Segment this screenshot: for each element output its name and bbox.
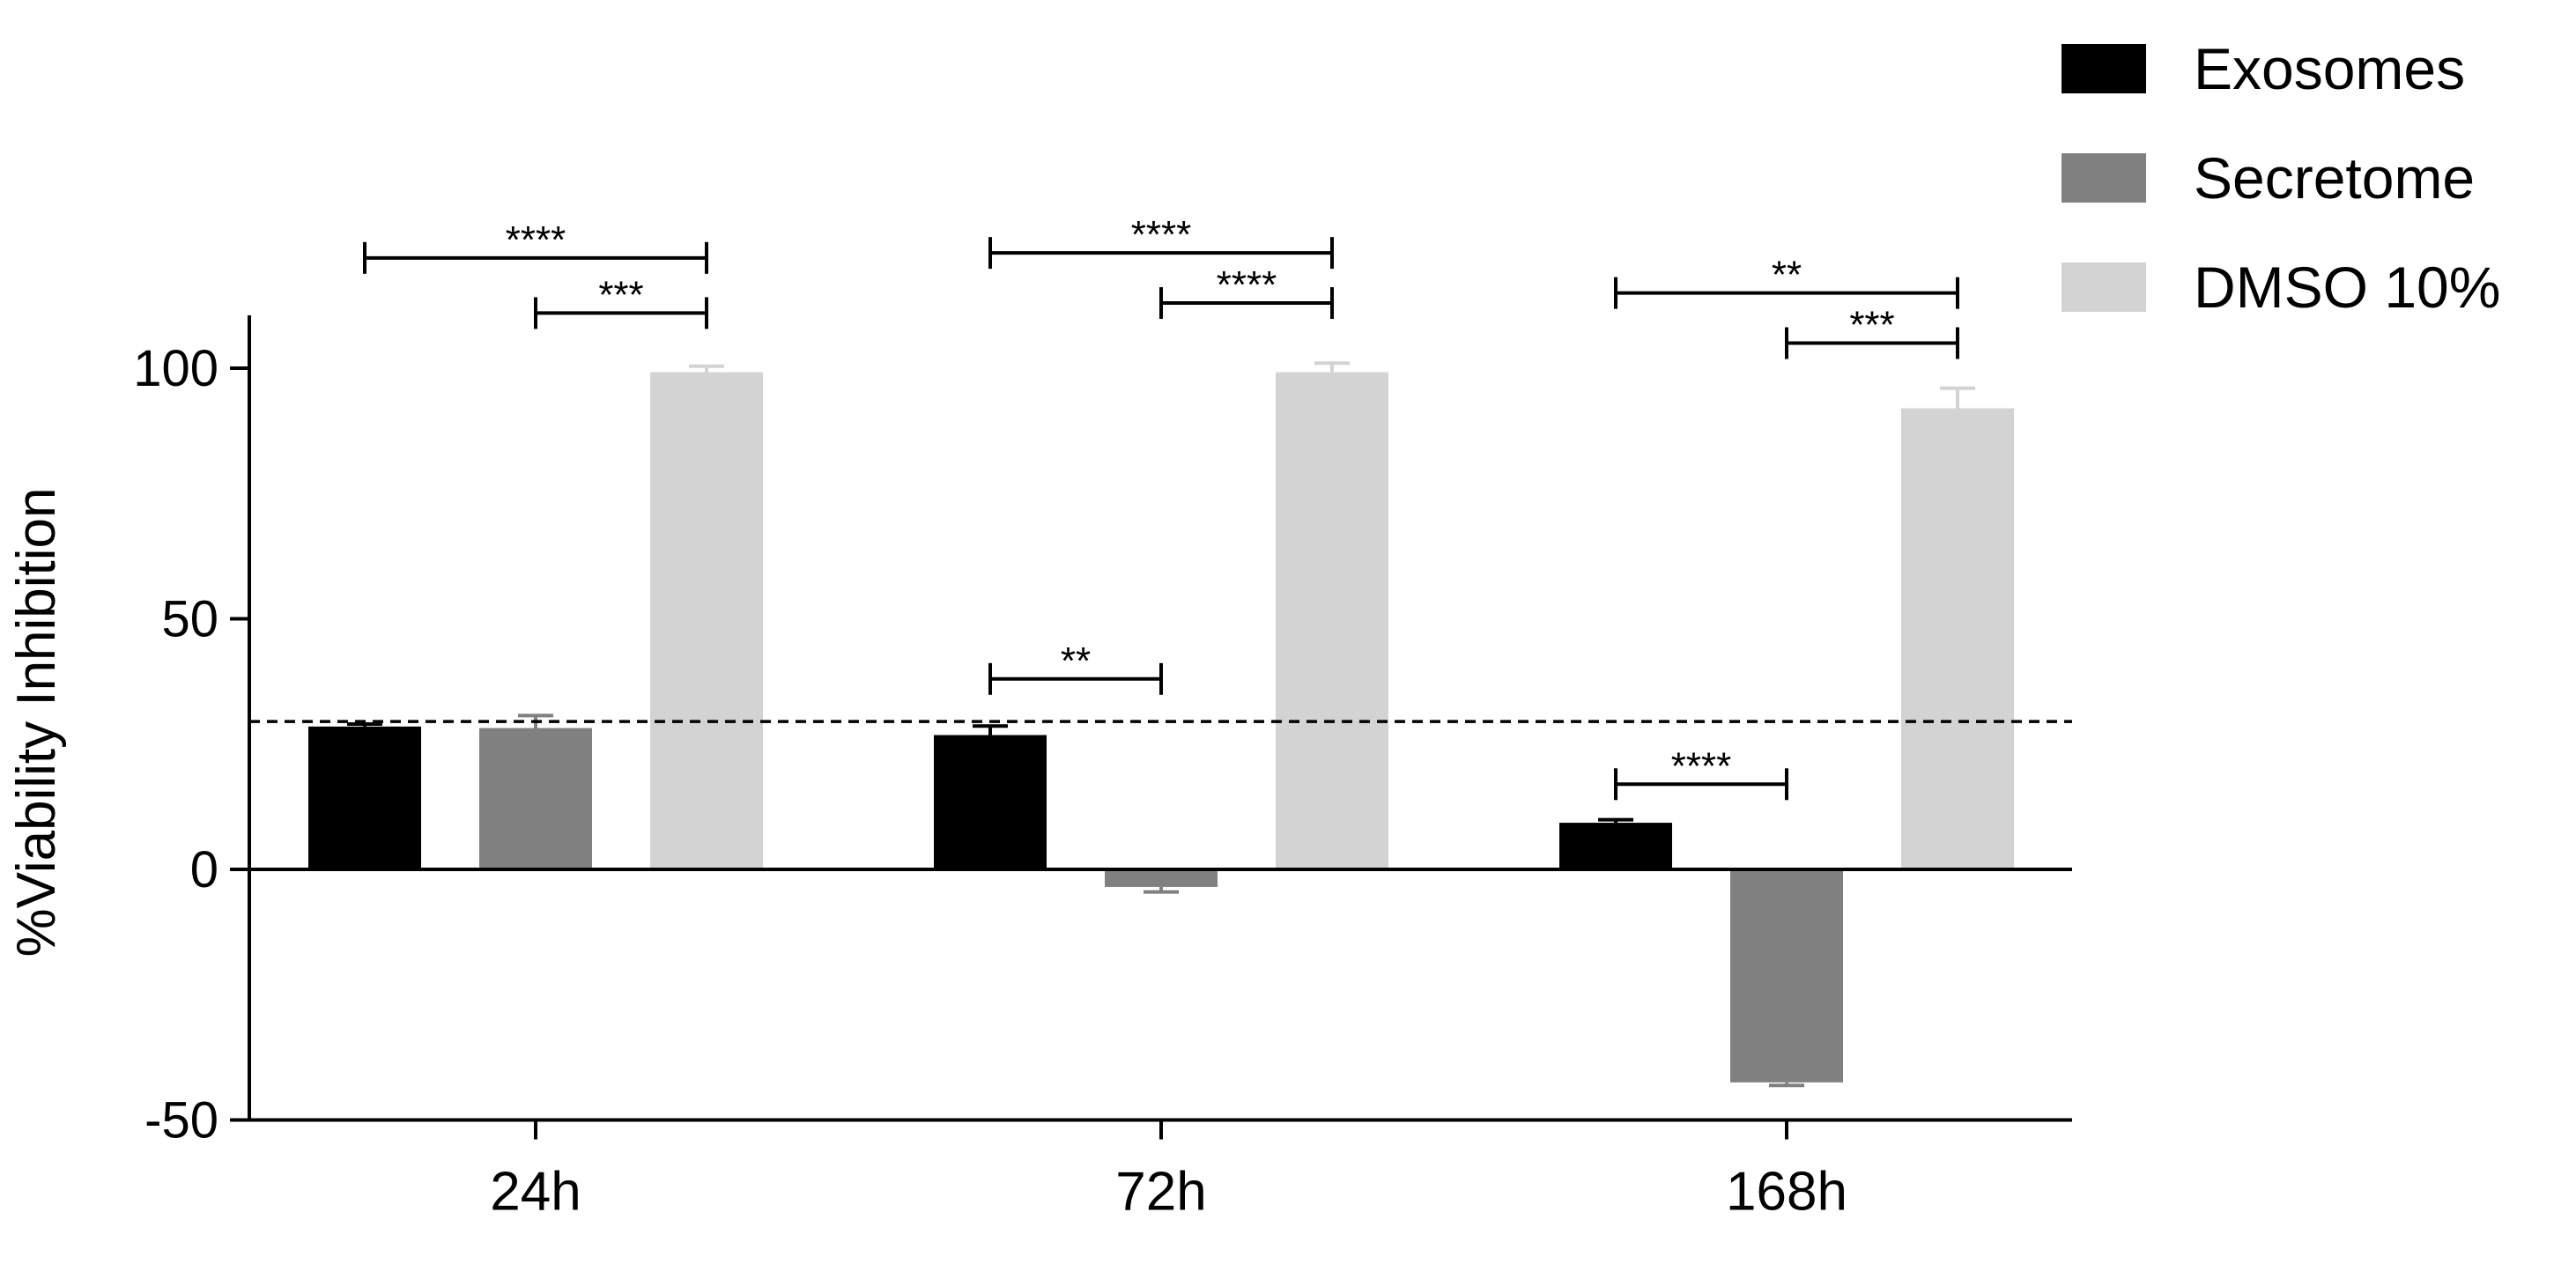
significance-label: **** — [1671, 744, 1732, 787]
y-tick-label: 50 — [161, 591, 218, 648]
bar-dmso-10--1 — [1276, 372, 1388, 869]
bar-exosomes-0 — [308, 726, 421, 869]
significance-label: **** — [1131, 213, 1192, 256]
x-tick-label: 72h — [1115, 1162, 1206, 1223]
legend: Exosomes Secretome DMSO 10% — [2062, 36, 2500, 320]
bar-dmso-10--0 — [650, 372, 763, 869]
significance-label: ** — [1061, 639, 1091, 683]
legend-label: Secretome — [2194, 145, 2475, 211]
y-tick-label: 0 — [190, 841, 218, 898]
bar-dmso-10--2 — [1901, 408, 2014, 869]
legend-swatch — [2062, 44, 2146, 93]
y-tick-label: 100 — [133, 340, 218, 397]
significance-label: **** — [1217, 263, 1277, 307]
bar-exosomes-1 — [934, 735, 1047, 869]
bar-secretome-0 — [479, 728, 592, 869]
legend-swatch — [2062, 153, 2146, 203]
significance-label: *** — [1849, 304, 1894, 347]
legend-label: Exosomes — [2194, 36, 2465, 101]
bar-secretome-2 — [1730, 869, 1843, 1083]
x-tick-label: 168h — [1726, 1162, 1847, 1223]
y-axis-label: %Viability Inhibition — [6, 487, 67, 957]
legend-label: DMSO 10% — [2194, 255, 2500, 320]
bar-exosomes-2 — [1559, 823, 1672, 869]
significance-label: ** — [1772, 254, 1802, 297]
y-tick-label: -50 — [144, 1092, 218, 1149]
significance-label: *** — [598, 273, 643, 316]
legend-swatch — [2062, 262, 2146, 312]
significance-label: **** — [506, 218, 566, 262]
x-tick-label: 24h — [490, 1162, 581, 1223]
bar-secretome-1 — [1105, 869, 1218, 887]
